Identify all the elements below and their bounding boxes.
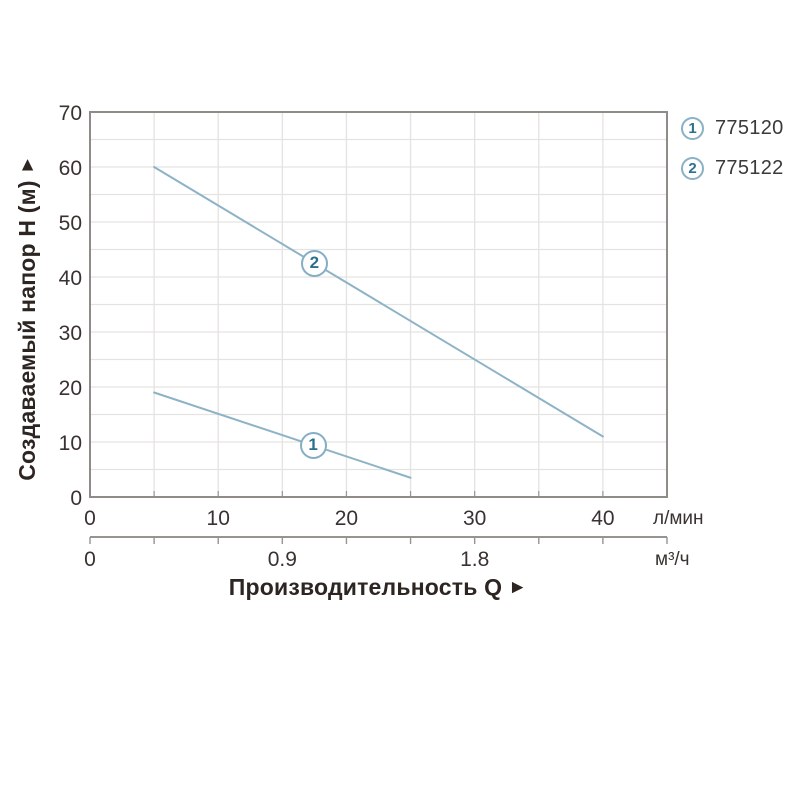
x-axis-title: Производительность Q ► [188,574,568,602]
y-tick-label-10: 10 [59,432,82,455]
gridlines [90,112,667,497]
y-tick-label-40: 40 [59,267,82,290]
y-tick-label-0: 0 [70,487,82,510]
up-arrow-icon: ► [17,155,38,175]
series-1-model: 775120 [715,117,784,139]
x-tick-label-0: 0 [84,507,96,530]
x-axis2-unit-m3h: м³/ч [655,549,690,570]
y-tick-label-70: 70 [59,102,82,125]
legend-item-1: 1 775120 [681,117,784,140]
x-tick-label-40: 40 [591,507,614,530]
x2-tick-label-0: 0 [84,548,96,571]
series-2-model: 775122 [715,157,784,179]
series-2-curve [153,166,604,438]
y-axis-title: Создаваемый напор H (м) ► [14,108,44,528]
series-1-marker: 1 [299,431,327,459]
legend: 1 775120 2 775122 [681,117,784,197]
x-axis-unit-lmin: л/мин [653,508,704,529]
x2-tick-label-1.8: 1.8 [460,548,489,571]
y-axis-title-text: Создаваемый напор H (м) [14,180,40,481]
right-arrow-icon: ► [508,577,528,598]
series-1-badge: 1 [681,117,704,140]
series-2-badge: 2 [681,157,704,180]
legend-item-2: 2 775122 [681,157,784,180]
plot-border [89,111,668,498]
x-axis2-ruler [89,536,668,544]
y-tick-label-30: 30 [59,322,82,345]
y-tick-label-20: 20 [59,377,82,400]
x-tick-label-10: 10 [207,507,230,530]
y-tick-label-50: 50 [59,212,82,235]
series-2-marker: 2 [300,249,328,277]
x2-tick-label-0.9: 0.9 [268,548,297,571]
series-1-curve [153,391,412,479]
x-axis-title-text: Производительность Q [228,574,503,600]
x-tick-label-30: 30 [463,507,486,530]
y-tick-label-60: 60 [59,157,82,180]
x-tick-label-20: 20 [335,507,358,530]
x-axis-inner-ticks [153,491,604,496]
